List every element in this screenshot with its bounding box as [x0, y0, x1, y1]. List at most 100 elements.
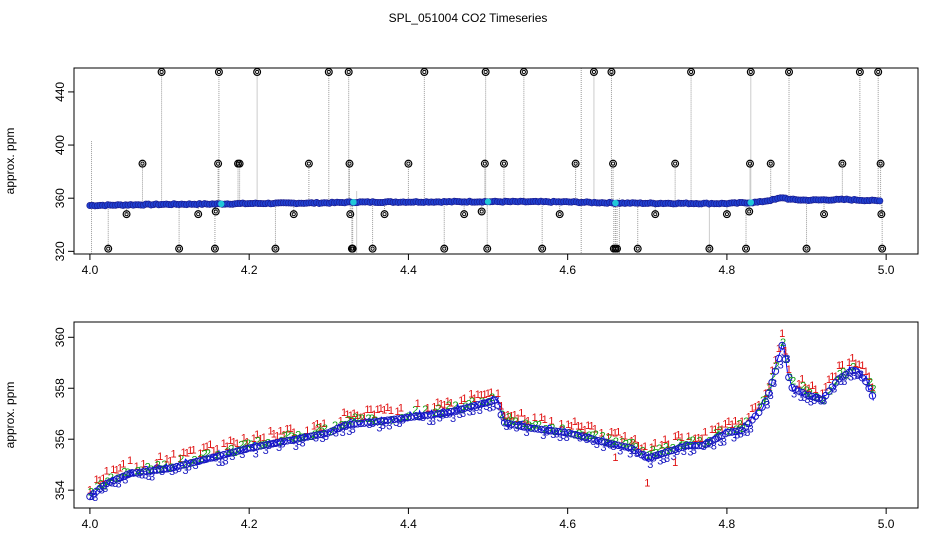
series-2-point: 2 — [98, 479, 104, 491]
mean-circle-point — [196, 456, 204, 465]
mean-circle-point — [447, 408, 455, 416]
series-2-point: 2 — [610, 438, 616, 450]
series-2-point: 2 — [292, 433, 298, 445]
series-3-point: 3 — [557, 432, 563, 444]
series-2-point: 2 — [416, 411, 422, 423]
outlier-point-inner — [804, 246, 809, 251]
series-1-point: 1 — [538, 412, 544, 424]
bottom-x-axis: 4.0 4.2 4.4 4.6 4.8 5.0 — [82, 507, 895, 531]
series-1-point: 1 — [478, 389, 484, 401]
outlier-point — [705, 244, 714, 253]
outlier-point — [519, 67, 528, 76]
series-1-point: 1 — [582, 424, 588, 436]
series-3-point: 3 — [493, 395, 499, 407]
series-3-point: 3 — [801, 392, 807, 404]
series-2-point: 2 — [339, 419, 345, 431]
outlier-point — [876, 159, 885, 168]
outlier-point — [235, 159, 244, 168]
series-1-point: 1 — [184, 447, 190, 459]
series-3-point: 3 — [146, 471, 152, 483]
series-3-point: 3 — [487, 403, 493, 415]
mean-circle-point — [658, 449, 666, 458]
outlier-point-inner — [707, 246, 712, 251]
series-3-point: 3 — [707, 438, 713, 450]
series-2-point: 2 — [315, 423, 321, 435]
mean-circle-point — [169, 463, 178, 472]
series-1-point: 1 — [104, 465, 110, 477]
outlier-point-inner — [382, 212, 387, 217]
series-3-point: 3 — [734, 430, 740, 442]
series-3-point: 3 — [524, 427, 530, 439]
series-1-point: 1 — [749, 403, 755, 415]
series-3-point: 3 — [748, 424, 754, 436]
mean-circle-point — [203, 455, 211, 463]
outlier-point-inner — [348, 212, 353, 217]
outlier-point-inner — [521, 69, 526, 75]
mean-circle-point — [276, 438, 285, 446]
mean-circle-point — [755, 408, 763, 417]
outlier-point-inner — [747, 209, 752, 214]
series-1-point: 1 — [224, 441, 230, 453]
series-1-point: 1 — [354, 410, 360, 422]
series-1-point: 1 — [234, 438, 240, 450]
outlier-point-inner — [482, 161, 487, 166]
series-3-point: 3 — [738, 428, 744, 440]
mean-circle-point — [674, 444, 683, 453]
series-3-point: 3 — [868, 384, 874, 396]
series-1-point: 1 — [378, 403, 384, 415]
outlier-point-inner — [216, 69, 221, 75]
series-1-point: 1 — [692, 433, 698, 445]
series-3-point: 3 — [781, 347, 787, 359]
mean-circle-point — [266, 440, 275, 448]
series-2-point: 2 — [676, 437, 682, 449]
series-1-point: 1 — [214, 444, 220, 456]
mean-circle-point — [734, 427, 743, 435]
series-1-point: 1 — [709, 424, 715, 436]
series-2-point: 2 — [630, 437, 636, 449]
outlier-point — [671, 159, 680, 168]
series-3-point: 3 — [142, 469, 148, 481]
outlier-point-inner — [635, 246, 640, 251]
series-1-point: 1 — [244, 437, 250, 449]
baseline-highlight-point — [350, 198, 357, 206]
series-3-point: 3 — [333, 428, 339, 440]
mean-circle-point — [507, 420, 515, 428]
series-3-point: 3 — [112, 478, 118, 490]
series-3-point: 3 — [617, 445, 623, 457]
mean-circle-point — [758, 403, 766, 411]
series-3-point: 3 — [129, 467, 135, 479]
mean-circle-point — [290, 435, 298, 444]
series-2-point: 2 — [235, 445, 241, 457]
bottom-y-tick-label: 356 — [53, 429, 67, 449]
series-1-point: 1 — [719, 424, 725, 436]
outlier-point-inner — [689, 69, 694, 75]
series-2-point: 2 — [399, 413, 405, 425]
outlier-point — [157, 67, 166, 76]
series-1-point: 1 — [321, 418, 327, 430]
series-2-point: 2 — [452, 400, 458, 412]
series-1-point: 1 — [415, 398, 421, 410]
outlier-point-inner — [347, 161, 352, 166]
series-3-point: 3 — [226, 448, 232, 460]
outlier-point-inner — [350, 246, 355, 251]
series-3-point: 3 — [784, 353, 790, 365]
series-3-point: 3 — [721, 437, 727, 449]
outlier-point — [304, 159, 313, 168]
series-3-point: 3 — [186, 462, 192, 474]
mean-circle-point — [320, 430, 328, 438]
outlier-point-inner — [609, 69, 614, 75]
outlier-point-inner — [237, 161, 242, 166]
outlier-point — [214, 159, 223, 168]
series-2-point: 2 — [717, 425, 723, 437]
mean-circle-point — [333, 425, 342, 433]
mean-circle-point — [654, 451, 663, 459]
mean-circle-point — [668, 446, 676, 455]
mean-circle-point — [296, 434, 305, 442]
series-3-point: 3 — [269, 439, 275, 451]
mean-circle-point — [617, 442, 626, 450]
series-1-point: 1 — [241, 432, 247, 444]
top-y-axis: 320 360 400 440 — [53, 82, 75, 261]
series-3-point: 3 — [744, 427, 750, 439]
series-1-point: 1 — [388, 405, 394, 417]
series-2-point: 2 — [312, 429, 318, 441]
